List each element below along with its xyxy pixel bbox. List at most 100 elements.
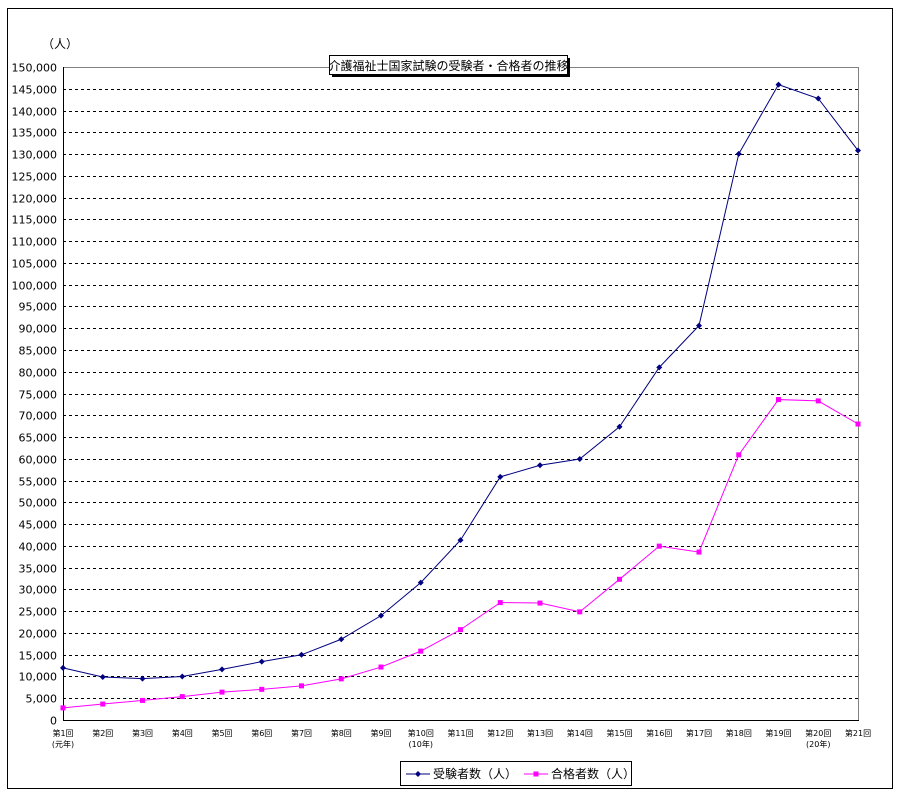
chart-title-box: 介護福祉士国家試験の受験者・合格者の推移 xyxy=(328,55,570,77)
x-tick-label: 第10回 xyxy=(408,728,434,738)
x-tick-label: 第3回 xyxy=(132,728,153,738)
data-point xyxy=(617,576,622,582)
data-point xyxy=(736,452,742,458)
x-tick-label: 第6回 xyxy=(251,728,272,738)
data-point xyxy=(139,675,146,682)
data-point xyxy=(298,651,305,658)
x-tick-label: 第8回 xyxy=(331,728,352,738)
y-tick-label: 145,000 xyxy=(12,84,58,97)
x-tick-sublabel: (元年) xyxy=(52,739,74,749)
y-tick-label: 135,000 xyxy=(12,127,58,140)
data-point xyxy=(219,689,225,695)
x-tick-label: 第14回 xyxy=(567,728,593,738)
y-tick-label: 120,000 xyxy=(12,193,58,206)
y-tick-label: 105,000 xyxy=(12,258,58,271)
y-tick-label: 90,000 xyxy=(19,323,58,336)
data-point xyxy=(259,686,265,692)
data-point xyxy=(576,456,583,463)
y-axis-unit-label: （人） xyxy=(42,37,78,51)
chart-frame xyxy=(7,8,893,789)
x-tick-label: 第7回 xyxy=(291,728,312,738)
data-point xyxy=(457,537,464,544)
x-tick-label: 第16回 xyxy=(646,728,672,738)
data-point xyxy=(458,627,463,633)
legend: 受験者数（人） 合格者数（人） xyxy=(400,761,635,786)
x-tick-label: 第21回 xyxy=(845,728,871,738)
x-tick-label: 第20回 xyxy=(805,728,831,738)
data-point xyxy=(60,705,66,711)
y-tick-label: 30,000 xyxy=(19,584,58,597)
data-point xyxy=(775,81,782,88)
data-point xyxy=(735,150,742,157)
data-point xyxy=(418,648,424,654)
legend-marker-diamond-icon xyxy=(415,771,421,777)
y-tick-label: 130,000 xyxy=(12,149,58,162)
y-tick-label: 80,000 xyxy=(19,367,58,380)
y-tick-label: 95,000 xyxy=(19,301,58,314)
data-point xyxy=(855,421,861,427)
chart-title: 介護福祉士国家試験の受験者・合格者の推移 xyxy=(328,58,568,73)
x-tick-sublabel: (10年) xyxy=(409,739,433,749)
y-tick-label: 60,000 xyxy=(19,454,58,467)
y-tick-label: 5,000 xyxy=(26,693,58,706)
data-point xyxy=(179,673,186,680)
y-tick-label: 40,000 xyxy=(19,541,58,554)
data-point xyxy=(100,701,106,707)
data-point xyxy=(815,95,822,102)
y-tick-label: 50,000 xyxy=(19,497,58,510)
data-point xyxy=(855,147,861,154)
legend-label-passers: 合格者数（人） xyxy=(551,766,635,781)
y-tick-label: 140,000 xyxy=(12,106,58,119)
legend-label-examinees: 受験者数（人） xyxy=(433,766,517,781)
y-tick-label: 20,000 xyxy=(19,628,58,641)
y-tick-label: 15,000 xyxy=(19,650,58,663)
data-point xyxy=(140,697,145,703)
y-tick-label: 115,000 xyxy=(12,214,58,227)
data-point xyxy=(258,658,265,665)
x-tick-label: 第1回 xyxy=(52,728,73,738)
x-tick-label: 第15回 xyxy=(606,728,632,738)
y-tick-label: 65,000 xyxy=(19,432,58,445)
x-tick-label: 第19回 xyxy=(765,728,791,738)
x-tick-label: 第18回 xyxy=(726,728,752,738)
data-point xyxy=(815,398,821,404)
data-point xyxy=(417,579,424,586)
data-point xyxy=(338,676,344,682)
data-point xyxy=(338,636,345,643)
x-tick-label: 第9回 xyxy=(370,728,391,738)
y-tick-label: 35,000 xyxy=(19,563,58,576)
data-point xyxy=(378,612,384,619)
y-tick-label: 0 xyxy=(50,715,57,728)
data-point xyxy=(299,683,304,689)
data-point xyxy=(537,462,543,469)
y-tick-label: 75,000 xyxy=(19,389,58,402)
y-tick-label: 25,000 xyxy=(19,606,58,619)
x-tick-label: 第5回 xyxy=(211,728,232,738)
data-point xyxy=(577,609,583,615)
legend-marker-square-icon xyxy=(533,771,539,777)
data-point xyxy=(696,549,702,555)
y-tick-label: 100,000 xyxy=(12,280,58,293)
data-point xyxy=(99,674,106,681)
data-point xyxy=(60,664,66,671)
data-point xyxy=(179,694,185,700)
y-tick-label: 150,000 xyxy=(12,62,58,75)
data-point xyxy=(378,664,384,670)
x-tick-label: 第4回 xyxy=(172,728,193,738)
x-tick-sublabel: (20年) xyxy=(806,739,830,749)
y-tick-label: 110,000 xyxy=(12,236,58,249)
y-tick-label: 45,000 xyxy=(19,519,58,532)
data-point xyxy=(497,600,503,606)
data-point xyxy=(219,666,225,673)
x-tick-label: 第17回 xyxy=(686,728,712,738)
x-tick-label: 第13回 xyxy=(527,728,553,738)
y-tick-label: 70,000 xyxy=(19,410,58,423)
x-tick-label: 第11回 xyxy=(447,728,473,738)
y-tick-label: 125,000 xyxy=(12,171,58,184)
y-tick-label: 10,000 xyxy=(19,671,58,684)
data-point xyxy=(656,543,662,549)
y-tick-label: 55,000 xyxy=(19,476,58,489)
data-point xyxy=(537,600,543,606)
y-tick-label: 85,000 xyxy=(19,345,58,358)
